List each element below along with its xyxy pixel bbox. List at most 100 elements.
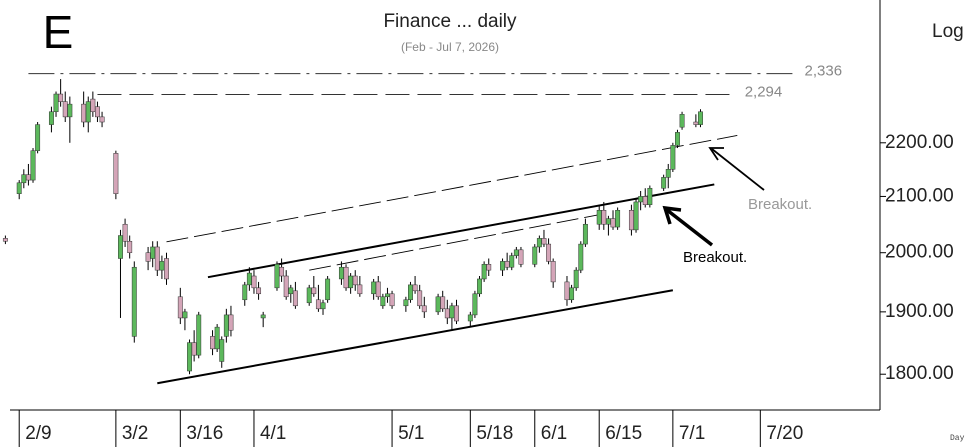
trend-line: [157, 289, 674, 385]
candle-body: [274, 264, 280, 289]
candle-body: [500, 261, 505, 271]
trend-line: [166, 135, 738, 243]
candle-body: [95, 106, 100, 118]
candle-body: [371, 281, 377, 295]
candle-body: [605, 218, 611, 225]
x-tick-label: 5/1: [398, 423, 424, 444]
candle-body: [417, 290, 423, 307]
candle-body: [159, 261, 165, 271]
candle-body: [283, 275, 289, 298]
candle-body: [214, 326, 220, 350]
candle-body: [532, 246, 538, 265]
x-tick-label: 5/18: [476, 423, 513, 444]
candle-body: [81, 103, 87, 123]
candle-body: [131, 266, 137, 337]
candle-body: [679, 114, 685, 128]
candle-body: [320, 302, 326, 310]
candle-body: [16, 182, 22, 194]
candle-body: [338, 266, 344, 280]
candle-body: [513, 249, 519, 256]
candle-body: [352, 275, 358, 286]
x-tick-label: 6/15: [605, 423, 642, 444]
candle-body: [48, 111, 54, 125]
candle-body: [633, 201, 639, 231]
annotation: Breakout.: [683, 249, 747, 266]
candle-body: [582, 223, 588, 245]
candle-body: [223, 314, 229, 337]
candle-body: [182, 311, 188, 319]
candle-body: [454, 305, 459, 322]
level-label: 2,336: [805, 63, 843, 80]
candle-body: [615, 210, 621, 228]
candle-body: [67, 103, 73, 118]
candle-body: [675, 132, 680, 146]
candle-body: [601, 210, 607, 225]
candle-body: [53, 93, 59, 113]
candle-body: [546, 243, 552, 262]
candle-body: [191, 342, 197, 356]
candle-body: [260, 314, 266, 319]
candle-body: [85, 101, 91, 123]
candle-body: [118, 235, 123, 259]
candle-body: [306, 287, 312, 304]
candle-body: [647, 187, 653, 205]
candle-body: [440, 296, 446, 310]
candle-body: [154, 246, 160, 271]
candle-body: [279, 266, 285, 277]
candle-body: [25, 174, 31, 181]
x-tick-label: 6/1: [541, 423, 567, 444]
candle-body: [421, 305, 427, 313]
y-tick-label: 2100.00: [885, 185, 954, 206]
candle-body: [2, 238, 8, 242]
candle-body: [375, 281, 381, 298]
candle-body: [536, 238, 542, 248]
candle-body: [628, 210, 634, 231]
candle-body: [256, 287, 262, 295]
candle-body: [343, 266, 349, 289]
candle-body: [481, 264, 487, 280]
candle-body: [408, 284, 413, 301]
candle-body: [315, 299, 321, 310]
candle-body: [665, 169, 671, 178]
candle-body: [150, 246, 156, 259]
candle-body: [127, 240, 133, 253]
candle-body: [219, 339, 225, 362]
x-axis-label: Day: [950, 434, 965, 443]
candle-body: [357, 284, 363, 295]
candle-body: [698, 111, 703, 125]
candle-body: [380, 296, 386, 307]
candle-body: [486, 264, 492, 271]
x-tick-label: 2/9: [25, 423, 51, 444]
candle-body: [670, 145, 676, 170]
candle-body: [550, 261, 556, 283]
candle-body: [90, 98, 96, 113]
trend-line: [309, 214, 600, 271]
candle-body: [564, 281, 570, 301]
candle-body: [58, 93, 64, 102]
candle-body: [99, 116, 105, 123]
candle-body: [210, 336, 215, 350]
candle-body: [164, 258, 169, 280]
candle-body: [472, 293, 478, 316]
chart-subtitle: (Feb - Jul 7, 2026): [401, 40, 499, 54]
candle-body: [325, 278, 331, 301]
candle-body: [122, 223, 128, 242]
candle-body: [62, 101, 68, 118]
candle-body: [389, 293, 395, 307]
level-label: 2,294: [745, 84, 783, 101]
candle-body: [642, 196, 648, 205]
candle-body: [573, 269, 579, 289]
arrow: [708, 147, 765, 191]
candle-body: [348, 275, 354, 289]
x-tick-label: 3/2: [122, 423, 148, 444]
panel-letter: E: [43, 6, 74, 58]
x-tick-label: 4/1: [260, 423, 286, 444]
candle-body: [509, 255, 515, 268]
candle-body: [385, 293, 390, 298]
candle-body: [145, 252, 151, 262]
y-tick-label: 2200.00: [885, 132, 954, 153]
arrow: [662, 205, 714, 247]
candle-body: [578, 243, 584, 271]
candle-body: [228, 314, 234, 331]
